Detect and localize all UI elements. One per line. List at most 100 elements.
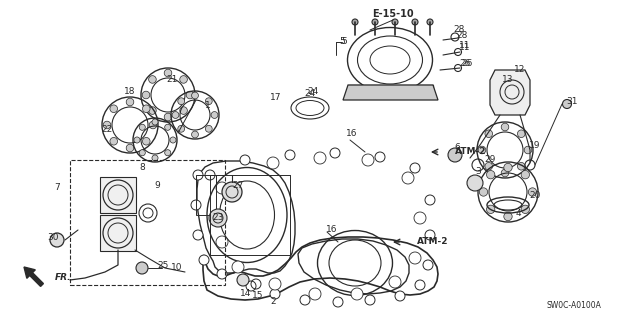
Circle shape [309, 288, 321, 300]
Circle shape [178, 98, 184, 105]
Circle shape [270, 289, 280, 299]
Circle shape [351, 288, 363, 300]
Circle shape [415, 280, 425, 290]
Circle shape [108, 223, 128, 243]
Circle shape [191, 200, 201, 210]
Text: ATM-2: ATM-2 [417, 238, 449, 247]
Text: 31: 31 [566, 98, 578, 107]
Circle shape [410, 163, 420, 173]
Circle shape [216, 236, 228, 248]
Circle shape [143, 105, 150, 113]
Text: 19: 19 [529, 140, 541, 150]
Text: E-15-10: E-15-10 [372, 9, 414, 19]
Circle shape [180, 76, 188, 83]
Text: 22: 22 [101, 125, 113, 135]
Text: 3: 3 [475, 167, 481, 176]
Circle shape [518, 162, 525, 170]
Circle shape [205, 98, 212, 105]
Circle shape [152, 119, 158, 125]
Circle shape [205, 125, 212, 132]
Circle shape [365, 295, 375, 305]
Circle shape [148, 76, 156, 83]
Circle shape [232, 261, 244, 273]
Circle shape [518, 130, 525, 137]
Text: 12: 12 [515, 64, 525, 73]
Circle shape [412, 19, 418, 25]
Text: 11: 11 [460, 42, 471, 51]
Circle shape [237, 274, 249, 286]
Circle shape [389, 276, 401, 288]
Circle shape [486, 170, 495, 179]
Circle shape [467, 175, 483, 191]
Text: 2: 2 [270, 298, 276, 307]
Circle shape [191, 92, 198, 99]
Circle shape [140, 124, 145, 130]
Text: 25: 25 [157, 261, 169, 270]
Circle shape [178, 125, 184, 132]
Text: 5: 5 [341, 38, 347, 47]
Circle shape [170, 137, 176, 143]
Circle shape [193, 170, 203, 180]
Circle shape [246, 281, 256, 291]
Circle shape [134, 137, 140, 143]
Text: 7: 7 [54, 182, 60, 191]
Circle shape [414, 212, 426, 224]
Text: 30: 30 [47, 233, 59, 241]
Text: 21: 21 [166, 76, 178, 85]
Circle shape [164, 150, 171, 156]
Text: 6: 6 [454, 144, 460, 152]
Circle shape [216, 182, 228, 194]
Circle shape [103, 121, 111, 129]
Circle shape [314, 152, 326, 164]
Text: 11: 11 [460, 41, 471, 50]
Text: ATM-2: ATM-2 [455, 147, 486, 157]
Text: 13: 13 [502, 76, 514, 85]
Circle shape [50, 233, 64, 247]
Text: 23: 23 [212, 213, 224, 222]
Circle shape [521, 170, 529, 179]
Circle shape [479, 188, 488, 196]
Circle shape [240, 155, 250, 165]
Circle shape [191, 131, 198, 138]
Text: 10: 10 [172, 263, 183, 272]
Circle shape [402, 172, 414, 184]
Circle shape [478, 146, 486, 154]
Text: 26: 26 [460, 60, 470, 69]
Text: 5: 5 [339, 36, 345, 46]
Text: 4: 4 [515, 209, 521, 218]
Text: 9: 9 [154, 181, 160, 189]
Bar [196, 175, 216, 215]
Circle shape [267, 157, 279, 169]
Circle shape [164, 124, 171, 130]
Text: 26: 26 [461, 58, 473, 68]
Circle shape [529, 188, 537, 196]
Circle shape [199, 255, 209, 265]
Circle shape [392, 19, 398, 25]
Circle shape [164, 69, 172, 77]
Circle shape [501, 169, 509, 177]
Bar [70, 160, 225, 285]
Circle shape [521, 205, 529, 213]
Circle shape [423, 260, 433, 270]
Circle shape [126, 144, 134, 152]
Circle shape [103, 180, 133, 210]
Text: 27: 27 [232, 181, 244, 189]
Circle shape [205, 170, 215, 180]
Circle shape [372, 19, 378, 25]
Circle shape [485, 130, 493, 137]
Circle shape [172, 112, 179, 118]
Text: 17: 17 [270, 93, 282, 102]
Circle shape [110, 105, 118, 113]
Circle shape [448, 148, 462, 162]
Circle shape [362, 154, 374, 166]
Bar [100, 215, 136, 251]
Circle shape [110, 137, 118, 145]
Circle shape [409, 252, 421, 264]
Circle shape [269, 278, 281, 290]
Circle shape [375, 152, 385, 162]
Circle shape [425, 230, 435, 240]
Circle shape [143, 137, 150, 145]
Circle shape [300, 295, 310, 305]
Text: 24: 24 [307, 86, 319, 95]
Circle shape [209, 209, 227, 227]
